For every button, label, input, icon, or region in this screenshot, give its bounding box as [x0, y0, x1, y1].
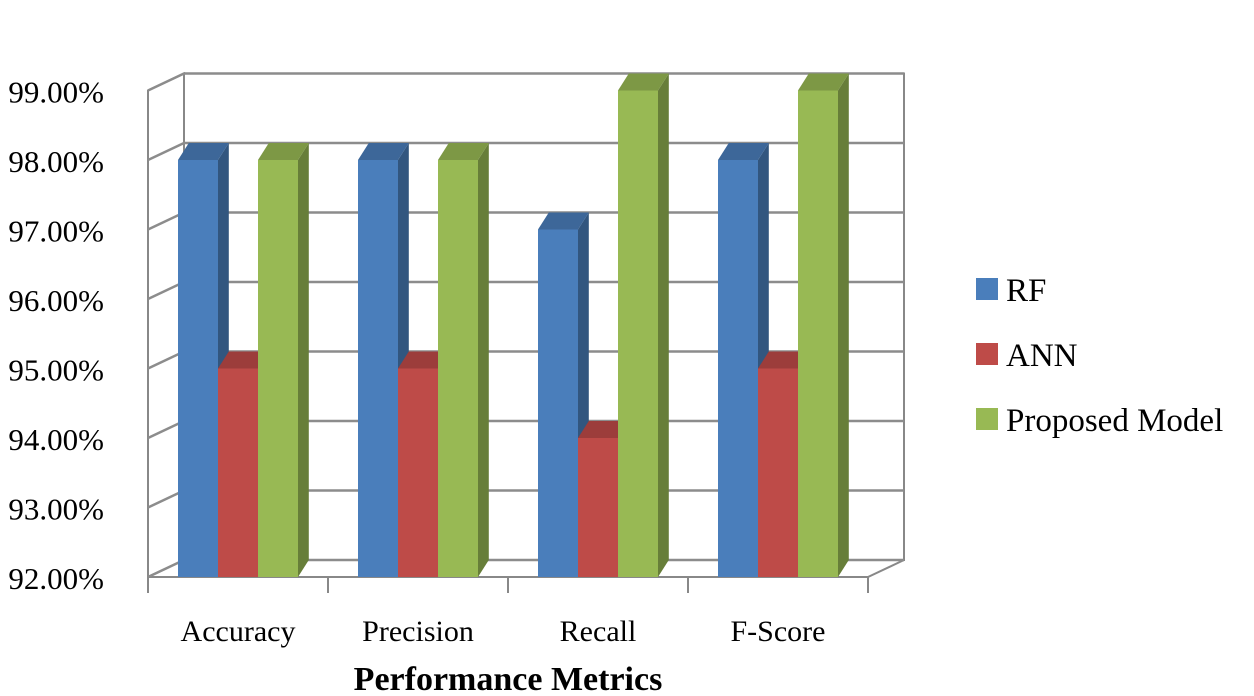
bars	[178, 73, 849, 577]
y-tick-label: 97.00%	[8, 214, 104, 249]
bar-rf-accuracy	[178, 143, 229, 577]
legend-label-0: RF	[1006, 273, 1046, 309]
legend-label-2: Proposed Model	[1006, 403, 1223, 439]
x-axis-ticks: Accuracy Precision Recall F-Score	[147, 577, 869, 648]
x-tick-label: Accuracy	[181, 615, 296, 648]
legend: RF ANN Proposed Model	[976, 273, 1223, 439]
legend-swatch-2	[976, 408, 998, 430]
x-tick-label: Recall	[560, 615, 637, 648]
legend-swatch-1	[976, 343, 998, 365]
legend-swatch-0	[976, 278, 998, 300]
x-tick-label: Precision	[362, 615, 474, 648]
legend-label-1: ANN	[1006, 338, 1078, 374]
bar-proposed-model-recall	[618, 73, 669, 577]
y-tick-label: 92.00%	[8, 561, 104, 596]
bar-proposed-model-precision	[438, 143, 489, 577]
y-tick-label: 96.00%	[8, 283, 104, 318]
y-tick-label: 98.00%	[8, 144, 104, 179]
y-tick-label: 99.00%	[8, 75, 104, 110]
y-axis-ticks: 92.00% 93.00% 94.00% 95.00% 96.00% 97.00% 98.0…	[8, 75, 104, 597]
y-tick-label: 93.00%	[8, 492, 104, 527]
bar-proposed-model-accuracy	[258, 143, 309, 577]
y-tick-label: 95.00%	[8, 353, 104, 388]
x-axis-label: Performance Metrics	[354, 661, 663, 696]
x-tick-label: F-Score	[731, 615, 826, 648]
bar-proposed-model-f-score	[798, 73, 849, 577]
y-tick-label: 94.00%	[8, 422, 104, 457]
